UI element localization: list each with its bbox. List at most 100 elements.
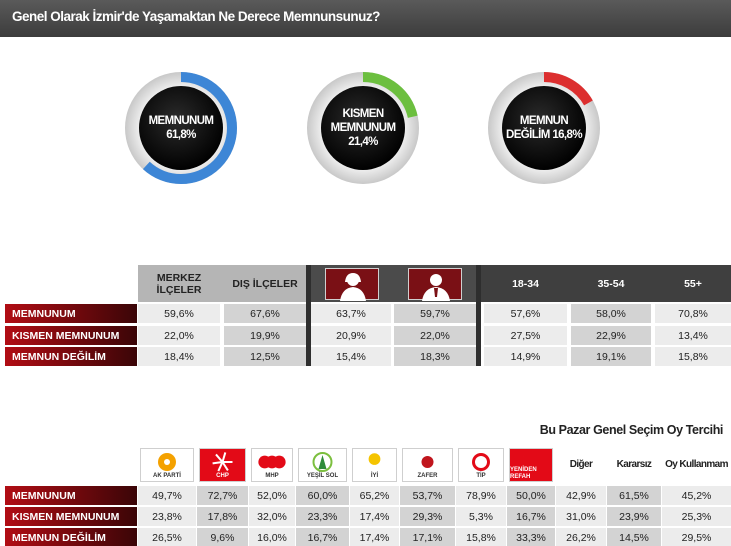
table-cell: 20,9%	[311, 326, 391, 345]
yeniden-refah-logo-icon: YENİDEN REFAH	[509, 448, 553, 482]
table-cell: 70,8%	[655, 304, 731, 323]
party-logo-text: MHP	[265, 472, 279, 479]
table-cell: 17,1%	[400, 528, 455, 546]
table-cell: 18,3%	[394, 347, 476, 366]
table-cell: 17,4%	[350, 507, 399, 526]
table-cell: 78,9%	[456, 486, 506, 505]
header-band	[138, 265, 306, 302]
tip-logo-icon: TİP	[458, 448, 504, 482]
table-cell: 23,3%	[296, 507, 349, 526]
column-header: MERKEZ İLÇELER	[156, 271, 202, 296]
table-cell: 13,4%	[655, 326, 731, 345]
male-icon	[408, 268, 462, 301]
female-icon	[325, 268, 379, 301]
table-cell: 22,0%	[138, 326, 220, 345]
table-cell: 52,0%	[249, 486, 295, 505]
column-header: 18-34	[512, 277, 539, 290]
row-label: KISMEN MEMNUNUM	[5, 326, 137, 345]
table-cell: 14,9%	[484, 347, 567, 366]
table-cell: 63,7%	[311, 304, 391, 323]
table-cell: 16,0%	[249, 528, 295, 546]
table-caption: Bu Pazar Genel Seçim Oy Tercihi	[539, 423, 724, 437]
donut-label: MEMNUN	[519, 115, 569, 127]
column-header: 35-54	[597, 277, 625, 290]
party-logo-text: YEŞİL SOL	[306, 472, 339, 479]
donut-slice	[307, 72, 419, 184]
table-cell: 61,5%	[607, 486, 661, 505]
table-cell: 23,8%	[138, 507, 196, 526]
table-cell: 16,7%	[296, 528, 349, 546]
table-cell: 22,9%	[571, 326, 651, 345]
table-cell: 42,9%	[556, 486, 606, 505]
table-cell: 53,7%	[400, 486, 455, 505]
table-cell: 12,5%	[224, 347, 306, 366]
table-cell: 17,8%	[197, 507, 248, 526]
table-cell: 19,1%	[571, 347, 651, 366]
table-cell: 5,3%	[456, 507, 506, 526]
donut-slice	[125, 72, 237, 184]
table-cell: 16,7%	[507, 507, 555, 526]
table-cell: 65,2%	[350, 486, 399, 505]
header-band	[476, 265, 731, 302]
party-logo-text: YENİDEN REFAH	[510, 467, 537, 480]
donut-label: MEMNUNUM	[148, 115, 214, 127]
chp-logo-icon: CHP	[199, 448, 246, 482]
donut-chart: KISMEN MEMNUNUM 21,4%	[302, 67, 424, 189]
table-cell: 57,6%	[484, 304, 567, 323]
table-cell: 50,0%	[507, 486, 555, 505]
donut-value: 21,4%	[348, 136, 378, 148]
party-logo-text: ZAFER	[417, 472, 438, 479]
donut-center: MEMNUN DEĞİLİM 16,8%	[502, 86, 586, 170]
table-cell: 19,9%	[224, 326, 306, 345]
yesil-sol-logo-icon: YEŞİL SOL	[298, 448, 347, 482]
table-cell: 29,5%	[662, 528, 731, 546]
table-cell: 59,6%	[138, 304, 220, 323]
table-cell: 33,3%	[507, 528, 555, 546]
table-cell: 31,0%	[556, 507, 606, 526]
table-cell: 15,8%	[655, 347, 731, 366]
column-header: Kararsız	[616, 459, 652, 470]
row-label: MEMNUN DEĞİLİM	[5, 528, 137, 546]
column-separator	[476, 265, 481, 366]
donut-slice	[488, 72, 600, 184]
zafer-logo-icon: ZAFER	[402, 448, 453, 482]
table-cell: 59,7%	[394, 304, 476, 323]
table-cell: 23,9%	[607, 507, 661, 526]
column-header: Oy Kullanmam	[665, 459, 728, 470]
table-cell: 72,7%	[197, 486, 248, 505]
table-cell: 22,0%	[394, 326, 476, 345]
table-cell: 14,5%	[607, 528, 661, 546]
party-logo-text: AK PARTİ	[153, 472, 181, 479]
donut-value: 61,8%	[166, 129, 196, 141]
table-cell: 29,3%	[400, 507, 455, 526]
donut-center: KISMEN MEMNUNUM 21,4%	[321, 86, 405, 170]
party-logo-text: TİP	[476, 472, 486, 479]
column-header: Diğer	[569, 459, 593, 470]
table-cell: 15,8%	[456, 528, 506, 546]
iyi-logo-icon: İYİ	[352, 448, 397, 482]
row-label: MEMNUNUM	[5, 304, 137, 323]
title-bar: Genel Olarak İzmir'de Yaşamaktan Ne Dere…	[0, 0, 731, 37]
table-cell: 26,2%	[556, 528, 606, 546]
donut-center: MEMNUNUM 61,8%	[139, 86, 223, 170]
table-cell: 67,6%	[224, 304, 306, 323]
donut-value: DEĞİLİM 16,8%	[506, 129, 583, 141]
party-logo-text: İYİ	[370, 472, 379, 479]
table-cell: 45,2%	[662, 486, 731, 505]
page-title: Genel Olarak İzmir'de Yaşamaktan Ne Dere…	[12, 9, 380, 24]
table-cell: 32,0%	[249, 507, 295, 526]
table-cell: 18,4%	[138, 347, 220, 366]
table-cell: 26,5%	[138, 528, 196, 546]
table-cell: 49,7%	[138, 486, 196, 505]
row-label: MEMNUN DEĞİLİM	[5, 347, 137, 366]
table-cell: 9,6%	[197, 528, 248, 546]
column-header: 55+	[684, 277, 702, 290]
table-cell: 58,0%	[571, 304, 651, 323]
column-header: DIŞ İLÇELER	[232, 277, 298, 290]
row-label: MEMNUNUM	[5, 486, 137, 505]
column-separator	[306, 265, 311, 366]
donut-chart: MEMNUNUM 61,8%	[120, 67, 242, 189]
table-cell: 27,5%	[484, 326, 567, 345]
donut-chart: MEMNUN DEĞİLİM 16,8%	[483, 67, 605, 189]
table-cell: 60,0%	[296, 486, 349, 505]
